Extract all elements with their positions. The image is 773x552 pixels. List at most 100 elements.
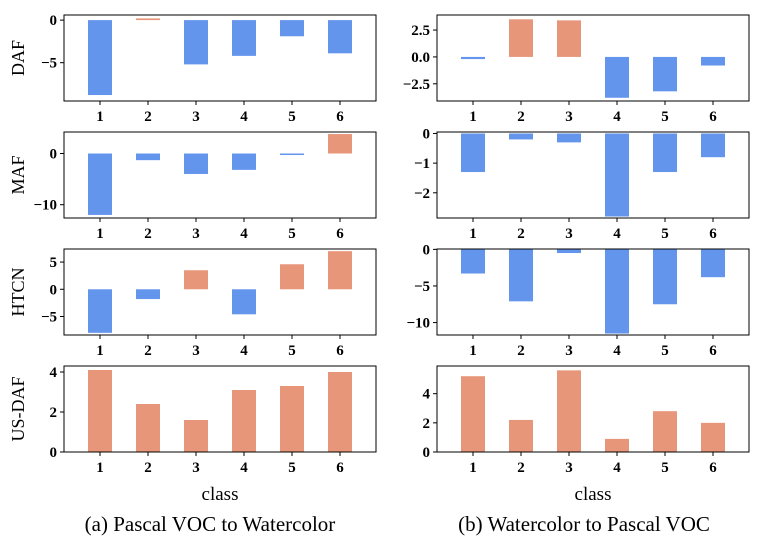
x-tick-label: 2 xyxy=(144,460,152,476)
y-tick-label: −2 xyxy=(414,186,430,202)
bar-class-2 xyxy=(509,19,533,57)
y-tick-label: 0 xyxy=(423,445,431,461)
x-tick-label: 3 xyxy=(192,226,200,242)
y-tick-label: −5 xyxy=(414,279,430,295)
x-tick-label: 4 xyxy=(240,460,248,476)
chart-panel-1-right: 2.5 0.0 −2.5 1 2 3 4 5 6 xyxy=(403,14,750,125)
x-tick-label: 5 xyxy=(288,226,296,242)
bar-class-4 xyxy=(605,56,629,98)
bar-class-4 xyxy=(605,438,629,452)
bar-class-5 xyxy=(280,386,304,452)
bar-class-3 xyxy=(557,20,581,57)
y-tick-label: 0 xyxy=(50,282,58,298)
y-tick-label: 4 xyxy=(50,365,58,381)
bar-class-1 xyxy=(461,133,485,173)
x-tick-label: 5 xyxy=(288,460,296,476)
plot-frame xyxy=(436,131,750,219)
x-tick-label: 2 xyxy=(517,460,525,476)
x-tick-label: 4 xyxy=(613,109,621,125)
x-tick-label: 2 xyxy=(144,226,152,242)
row-label-htcn: HTCN xyxy=(8,268,28,317)
row-label-maf: MAF xyxy=(8,155,28,194)
bar-class-1 xyxy=(88,20,112,96)
x-tick-label: 5 xyxy=(661,460,669,476)
bar-class-5 xyxy=(280,153,304,156)
plot-frame xyxy=(63,248,377,336)
bar-class-3 xyxy=(557,249,581,254)
plot-frame xyxy=(436,14,750,102)
x-tick-label: 1 xyxy=(96,109,104,125)
bar-class-3 xyxy=(184,153,208,174)
x-tick-label: 4 xyxy=(240,343,248,359)
bar-class-5 xyxy=(280,20,304,37)
x-tick-label: 3 xyxy=(192,460,200,476)
bar-class-3 xyxy=(184,420,208,452)
x-tick-label: 3 xyxy=(565,460,573,476)
x-tick-label: 6 xyxy=(709,109,717,125)
bar-class-4 xyxy=(605,133,629,217)
bar-class-3 xyxy=(184,20,208,65)
chart-panel-2-right: 0 −1 −2 1 2 3 4 5 6 xyxy=(414,126,750,242)
y-tick-label: −1 xyxy=(414,156,430,172)
x-tick-label: 1 xyxy=(469,460,477,476)
chart-panel-4-right: 4 2 0 1 2 3 4 5 6 xyxy=(423,365,750,476)
bar-class-1 xyxy=(88,289,112,333)
bar-class-5 xyxy=(653,56,677,92)
x-tick-label: 1 xyxy=(96,343,104,359)
x-tick-label: 3 xyxy=(192,109,200,125)
x-tick-label: 5 xyxy=(661,109,669,125)
bar-class-5 xyxy=(653,411,677,452)
x-tick-label: 3 xyxy=(565,226,573,242)
y-tick-label: 0 xyxy=(50,147,58,163)
bar-class-4 xyxy=(232,289,256,315)
x-tick-label: 2 xyxy=(144,343,152,359)
bar-class-2 xyxy=(509,419,533,452)
chart-panel-1-left: 0 −5 1 2 3 4 5 6 DAF xyxy=(8,13,377,125)
x-tick-label: 5 xyxy=(661,343,669,359)
x-tick-label: 4 xyxy=(613,226,621,242)
y-tick-label: 2 xyxy=(50,405,58,421)
bar-class-2 xyxy=(136,153,160,161)
x-tick-label: 4 xyxy=(240,226,248,242)
x-tick-label: 2 xyxy=(517,109,525,125)
y-tick-label: 5 xyxy=(50,255,58,271)
bar-class-1 xyxy=(88,153,112,215)
chart-panel-2-left: 0 −10 1 2 3 4 5 6 MAF xyxy=(8,131,377,242)
bar-class-5 xyxy=(653,133,677,173)
bar-class-4 xyxy=(232,390,256,452)
plot-frame xyxy=(63,131,377,219)
y-tick-label: 0 xyxy=(50,445,58,461)
bar-class-6 xyxy=(328,372,352,452)
y-tick-label: −10 xyxy=(406,316,430,332)
bar-class-2 xyxy=(509,249,533,302)
plot-frame xyxy=(63,365,377,453)
bar-class-1 xyxy=(461,376,485,452)
y-tick-label: 2.5 xyxy=(411,23,430,39)
bar-class-2 xyxy=(136,404,160,452)
bar-class-4 xyxy=(605,249,629,334)
bar-class-1 xyxy=(88,370,112,452)
x-tick-label: 1 xyxy=(469,109,477,125)
plot-frame xyxy=(436,248,750,336)
caption-left: (a) Pascal VOC to Watercolor xyxy=(85,512,336,536)
x-tick-label: 3 xyxy=(565,109,573,125)
y-tick-label: 0 xyxy=(423,126,431,142)
bar-class-6 xyxy=(701,422,725,452)
bar-class-1 xyxy=(461,249,485,274)
bar-class-2 xyxy=(136,289,160,300)
bar-class-2 xyxy=(136,18,160,21)
plot-frame xyxy=(436,365,750,453)
x-tick-label: 2 xyxy=(517,343,525,359)
y-tick-label: −2.5 xyxy=(403,77,430,93)
x-tick-label: 5 xyxy=(661,226,669,242)
chart-panel-3-right: 0 −5 −10 1 2 3 4 5 6 xyxy=(406,242,750,359)
bar-class-6 xyxy=(701,133,725,158)
x-tick-label: 4 xyxy=(240,109,248,125)
x-tick-label: 6 xyxy=(709,226,717,242)
x-tick-label: 1 xyxy=(469,343,477,359)
x-tick-label: 2 xyxy=(144,109,152,125)
x-tick-label: 6 xyxy=(336,109,344,125)
row-label-daf: DAF xyxy=(8,40,28,76)
bar-class-2 xyxy=(509,133,533,140)
